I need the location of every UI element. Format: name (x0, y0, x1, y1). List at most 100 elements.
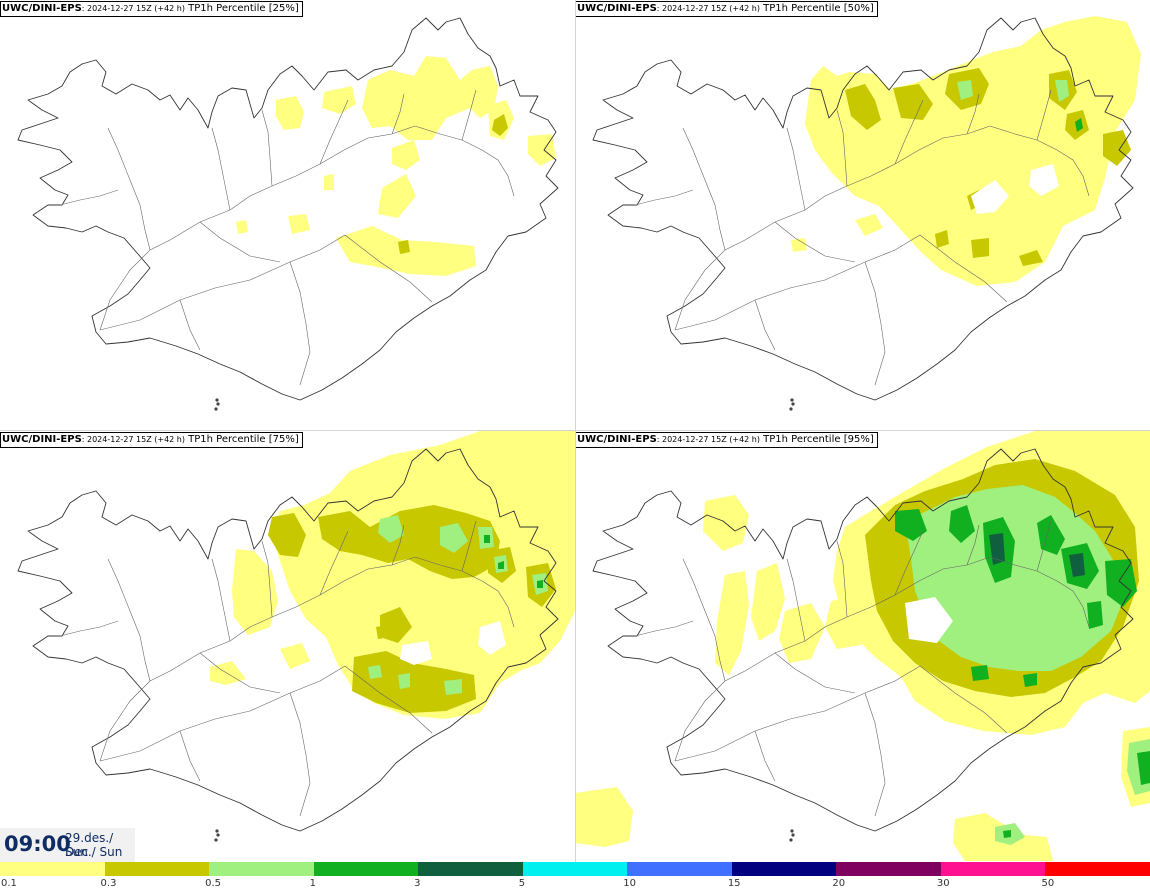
road-line (211, 127, 231, 211)
road-line (59, 620, 119, 637)
precip-area (575, 787, 633, 847)
road-line (682, 558, 726, 682)
precip-area (236, 220, 248, 234)
road-line (786, 558, 806, 642)
precip-area (368, 665, 382, 679)
legend-tick-label: 50 (1041, 878, 1055, 889)
precip-area (715, 571, 749, 675)
precip-area (478, 621, 506, 655)
precip-area (268, 513, 306, 557)
road-line (461, 520, 477, 572)
legend-tick-label: 20 (832, 878, 846, 889)
road-line (864, 261, 886, 386)
road-line (634, 620, 694, 637)
island-marker (215, 829, 219, 833)
precip-area (1037, 515, 1065, 555)
precip-area (378, 515, 404, 543)
precip-area (1003, 830, 1011, 838)
road-line (894, 530, 924, 596)
road-line (989, 556, 1090, 628)
precip-area (989, 533, 1005, 565)
precip-area (392, 140, 420, 170)
road-line (107, 127, 151, 251)
legend-swatch (104, 862, 210, 876)
precip-area (957, 80, 973, 100)
road-line (289, 692, 311, 817)
road-line (344, 665, 433, 734)
island-marker (215, 398, 219, 402)
island-marker (791, 833, 795, 837)
road-line (107, 558, 151, 682)
road-line (836, 540, 848, 618)
road-line (249, 125, 416, 197)
road-line (344, 234, 433, 303)
precip-area (855, 214, 883, 236)
legend-swatch (731, 862, 837, 876)
precip-area (1103, 130, 1131, 166)
legend-swatch (418, 862, 524, 876)
legend-tick-label: 15 (727, 878, 741, 889)
road-line (774, 652, 856, 694)
road-line (754, 299, 776, 351)
island-marker (789, 838, 793, 842)
road-line (864, 692, 886, 817)
precip-area (1019, 250, 1043, 266)
road-line (319, 530, 349, 596)
map-panel-p95: UWC/DINI-EPS: 2024-12-27 15Z (+42 h) TP1… (575, 431, 1150, 861)
road-line (1036, 520, 1052, 572)
precip-area (971, 238, 989, 258)
road-line (824, 556, 991, 628)
map-panel-p75: UWC/DINI-EPS: 2024-12-27 15Z (+42 h) TP1… (0, 431, 575, 861)
precip-area (376, 625, 390, 639)
precipitation-map (17, 17, 559, 411)
panel-title: UWC/DINI-EPS: 2024-12-27 15Z (+42 h) TP1… (575, 432, 878, 448)
road-line (682, 127, 726, 251)
road-line (391, 524, 405, 566)
precip-area (318, 505, 500, 579)
road-line (461, 89, 477, 141)
road-line (674, 665, 921, 762)
road-line (199, 652, 281, 694)
precip-area (949, 505, 975, 543)
precip-area (232, 549, 278, 635)
precip-area (398, 673, 410, 689)
road-line (919, 665, 1008, 734)
road-line (989, 125, 1090, 197)
island-marker (790, 829, 794, 833)
precip-area (362, 56, 498, 140)
precip-area (1023, 673, 1037, 687)
precip-area (324, 174, 334, 190)
road-line (1036, 89, 1052, 141)
legend-swatch (209, 862, 315, 876)
island-marker (789, 407, 793, 411)
precip-area (484, 535, 490, 543)
road-line (99, 234, 346, 331)
precip-area (398, 240, 410, 254)
precip-area (288, 214, 310, 234)
island-marker (216, 833, 220, 837)
valid-time-box: 09:00 29.des./ Dec Sun./ Sun (0, 828, 135, 862)
precip-area (779, 603, 825, 663)
precip-area (1075, 118, 1083, 132)
road-line (179, 730, 201, 782)
road-line (836, 109, 848, 187)
panel-divider-vertical (575, 0, 576, 862)
precip-area (352, 651, 476, 713)
valid-day: Sun./ Sun (65, 845, 123, 859)
road-line (414, 556, 515, 628)
legend-swatch (313, 862, 419, 876)
precip-area (1137, 751, 1150, 785)
precipitation-map (592, 16, 1141, 411)
precip-area (378, 174, 416, 218)
precip-area (895, 509, 927, 541)
legend-tick-label: 3 (414, 878, 421, 889)
legend-tick-label: 1 (309, 878, 316, 889)
map-panel-p25: UWC/DINI-EPS: 2024-12-27 15Z (+42 h) TP1… (0, 0, 575, 430)
road-line (674, 195, 826, 331)
road-line (966, 524, 980, 566)
precip-area (893, 84, 933, 120)
legend-swatch (522, 862, 628, 876)
precip-area (935, 230, 949, 248)
panel-title: UWC/DINI-EPS: 2024-12-27 15Z (+42 h) TP1… (0, 432, 303, 448)
precip-area (322, 86, 356, 114)
